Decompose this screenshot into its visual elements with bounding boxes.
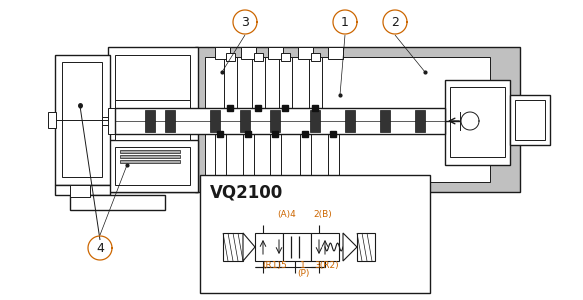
Text: 4: 4 <box>96 242 104 254</box>
Bar <box>115 100 190 140</box>
Text: (A)4: (A)4 <box>278 210 296 219</box>
Bar <box>145 110 155 132</box>
Bar <box>254 53 263 61</box>
Bar <box>279 57 292 108</box>
Bar <box>515 100 545 140</box>
Text: 3: 3 <box>241 16 249 28</box>
Polygon shape <box>243 233 255 261</box>
Bar <box>224 57 237 108</box>
Bar <box>120 150 180 153</box>
Bar <box>255 233 283 261</box>
Bar <box>108 47 198 192</box>
Bar <box>281 53 290 61</box>
Bar <box>329 177 338 185</box>
Bar <box>120 155 180 158</box>
Bar <box>380 110 390 132</box>
Bar <box>345 110 355 132</box>
Bar <box>55 185 110 195</box>
Bar <box>445 80 510 165</box>
Bar <box>205 57 490 182</box>
Bar <box>120 112 185 130</box>
Bar <box>70 185 90 197</box>
Text: 1: 1 <box>341 16 349 28</box>
Bar <box>70 195 165 210</box>
Text: VQ2100: VQ2100 <box>210 184 283 202</box>
Bar <box>215 47 230 59</box>
Polygon shape <box>343 233 357 261</box>
Bar <box>357 233 375 261</box>
Bar <box>310 110 320 132</box>
Bar <box>301 177 310 185</box>
Bar <box>215 134 226 179</box>
Bar <box>115 55 190 110</box>
Text: (P): (P) <box>297 269 309 278</box>
Bar <box>270 110 280 132</box>
Bar <box>108 108 120 134</box>
Bar <box>244 177 253 185</box>
Bar <box>252 57 265 108</box>
Bar <box>309 57 322 108</box>
Bar <box>328 134 339 179</box>
Bar <box>415 110 425 132</box>
Bar <box>223 233 243 261</box>
Text: (R1)5: (R1)5 <box>262 261 287 270</box>
Bar <box>450 87 505 157</box>
Text: 1: 1 <box>300 261 306 270</box>
Bar <box>270 134 281 179</box>
Bar <box>115 108 445 134</box>
Bar <box>62 62 102 177</box>
Bar <box>115 147 190 185</box>
Bar <box>210 110 220 132</box>
Bar <box>311 53 320 61</box>
Bar <box>240 110 250 132</box>
Bar <box>300 134 311 179</box>
Text: 2(B): 2(B) <box>314 210 332 219</box>
Bar <box>243 134 254 179</box>
Bar <box>268 47 283 59</box>
Bar <box>283 233 311 261</box>
Bar <box>216 177 225 185</box>
Bar <box>88 119 93 123</box>
Bar <box>48 112 56 128</box>
Bar <box>200 175 430 293</box>
Bar <box>108 140 198 192</box>
Text: 3(R2): 3(R2) <box>315 261 339 270</box>
Bar <box>195 47 520 192</box>
Bar <box>298 47 313 59</box>
Bar <box>510 95 550 145</box>
Bar <box>165 110 175 132</box>
Bar <box>90 117 110 125</box>
Text: 2: 2 <box>391 16 399 28</box>
Bar <box>328 47 343 59</box>
Bar <box>55 55 110 185</box>
Bar <box>241 47 256 59</box>
Bar <box>226 53 235 61</box>
Bar <box>271 177 280 185</box>
Bar <box>311 233 339 261</box>
Bar <box>120 160 180 163</box>
